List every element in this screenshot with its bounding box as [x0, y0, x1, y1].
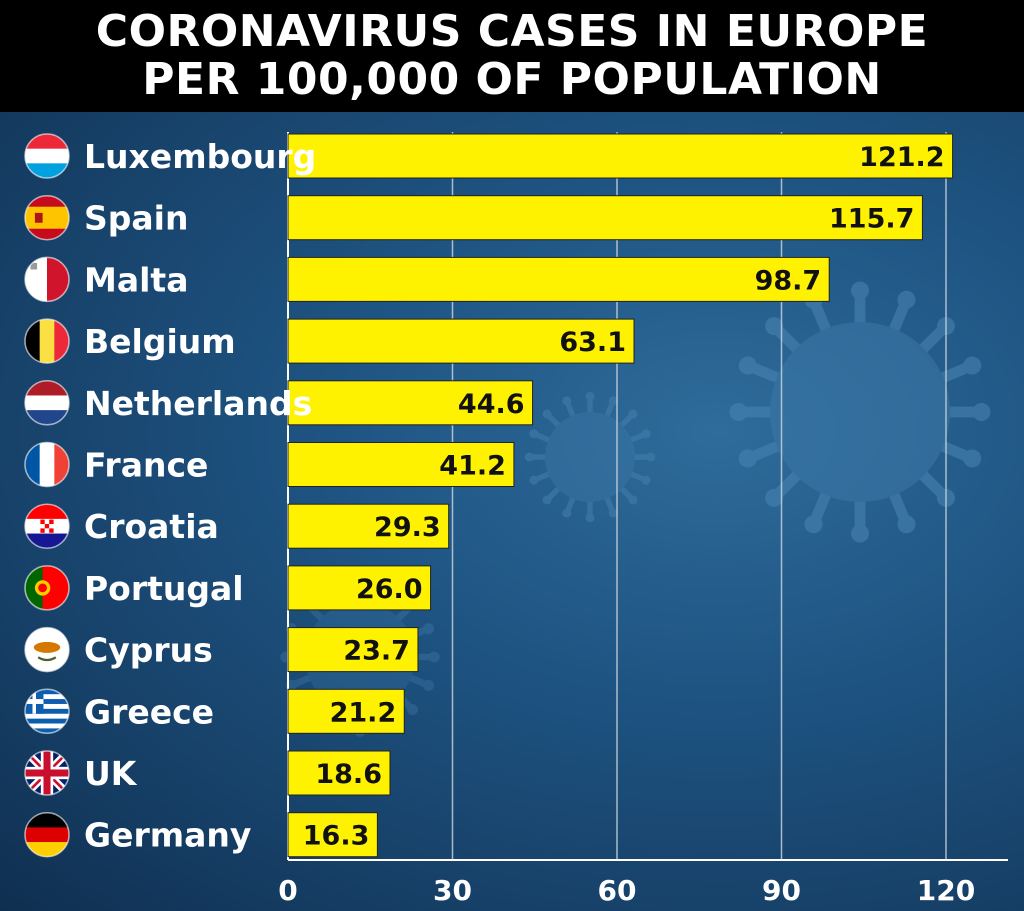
category-label: Netherlands: [84, 384, 312, 423]
luxembourg-flag-icon: [24, 133, 70, 179]
bar-greece: [287, 688, 405, 734]
value-label: 21.2: [330, 697, 397, 728]
category-label: Spain: [84, 199, 188, 238]
category-label: Croatia: [84, 507, 219, 546]
spain-flag-icon: [24, 194, 70, 241]
netherlands-flag-icon: [24, 380, 70, 426]
bar-portugal: [287, 565, 432, 611]
plot-area: 0 30 60 90 120 121.2 Luxembourg 115.7 Spain 98.7 M…: [0, 112, 1024, 911]
value-label: 63.1: [559, 327, 626, 358]
x-tick-label: 60: [598, 874, 637, 907]
value-label: 23.7: [343, 636, 410, 667]
bar-malta: [287, 256, 830, 302]
malta-flag-icon: [24, 256, 70, 303]
bar-netherlands: [287, 380, 534, 426]
value-label: 18.6: [315, 759, 382, 790]
value-label: 121.2: [859, 142, 944, 173]
bar-croatia: [287, 503, 450, 549]
value-label: 115.7: [829, 204, 914, 235]
value-label: 26.0: [356, 574, 423, 605]
uk-flag-icon: [24, 750, 70, 796]
greece-flag-icon: [24, 688, 70, 735]
value-label: 98.7: [755, 265, 822, 296]
cyprus-flag-icon: [24, 626, 70, 673]
x-tick-label: 90: [762, 874, 801, 907]
category-label: Luxembourg: [84, 137, 316, 176]
bar-luxembourg: [287, 133, 954, 179]
croatia-flag-icon: [24, 503, 70, 549]
category-label: Cyprus: [84, 631, 213, 670]
chart-title: CORONAVIRUS CASES IN EUROPE PER 100,000 …: [0, 0, 1024, 112]
title-line-1: CORONAVIRUS CASES IN EUROPE: [95, 6, 929, 57]
virus-shape-large: [729, 281, 991, 543]
virus-shape-small: [524, 391, 656, 523]
x-tick-label: 0: [278, 874, 297, 907]
title-line-2: PER 100,000 OF POPULATION: [142, 54, 882, 105]
belgium-flag-icon: [24, 318, 70, 364]
bar-belgium: [287, 318, 635, 364]
category-label: Germany: [84, 816, 251, 855]
germany-flag-icon: [24, 811, 70, 858]
portugal-flag-icon: [24, 565, 70, 611]
bar-chart: 0 30 60 90 120 121.2 Luxembourg 115.7 Spain 98.7 M…: [24, 132, 1008, 907]
category-label: Malta: [84, 260, 188, 299]
bar-france: [287, 442, 515, 487]
category-label: UK: [84, 754, 138, 793]
bar-spain: [287, 195, 923, 241]
value-label: 16.3: [303, 821, 370, 852]
bar-cyprus: [287, 627, 419, 673]
france-flag-icon: [24, 441, 70, 488]
category-label: Portugal: [84, 569, 244, 608]
value-label: 44.6: [458, 389, 525, 420]
category-label: France: [84, 446, 208, 485]
bar-uk: [287, 750, 391, 796]
category-label: Greece: [84, 692, 214, 731]
category-label: Belgium: [84, 322, 236, 361]
value-label: 41.2: [439, 451, 506, 482]
value-label: 29.3: [374, 512, 441, 543]
x-tick-label: 120: [917, 874, 975, 907]
x-tick-label: 30: [433, 874, 472, 907]
bar-germany: [287, 812, 378, 858]
